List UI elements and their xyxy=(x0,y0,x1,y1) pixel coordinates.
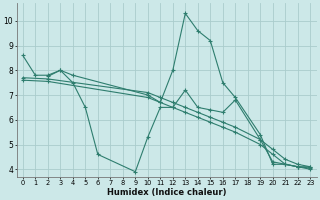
X-axis label: Humidex (Indice chaleur): Humidex (Indice chaleur) xyxy=(107,188,226,197)
